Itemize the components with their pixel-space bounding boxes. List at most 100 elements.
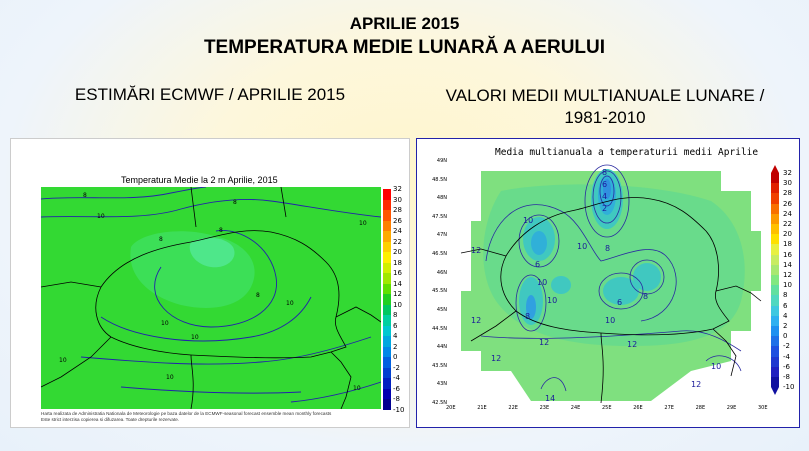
left-heading: ESTIMĂRI ECMWF / APRILIE 2015 [74, 85, 346, 104]
contour-label: 4 [602, 192, 607, 201]
legend-label: 24 [783, 209, 792, 218]
legend-swatch [383, 252, 391, 263]
ecmwf-borders [41, 187, 381, 409]
legend-label: 18 [783, 240, 792, 249]
contour-label: 6 [535, 260, 540, 269]
longitude-tick-label: 27E [664, 405, 674, 411]
legend-label: 14 [783, 260, 792, 269]
legend-swatch [771, 213, 779, 224]
latitude-tick-label: 44N [436, 344, 447, 351]
legend-swatch [383, 357, 391, 368]
legend-swatch [383, 336, 391, 347]
legend-label: 0 [783, 332, 788, 341]
ecmwf-footnote-line2: Este strict interzisa copierea si difuza… [41, 417, 180, 422]
contour-label: 8 [256, 292, 260, 299]
contour-label: 10 [191, 334, 199, 341]
legend-swatch [771, 377, 779, 388]
legend-label: -2 [783, 342, 790, 351]
legend-label: 0 [393, 353, 398, 361]
contour-label: 14 [545, 394, 555, 403]
legend-label: -6 [393, 384, 400, 393]
contour-label: 10 [166, 374, 174, 381]
legend-label: -6 [783, 362, 790, 371]
legend-swatch [383, 210, 391, 221]
legend-swatch [771, 244, 779, 255]
longitude-tick-label: 28E [695, 405, 706, 411]
contour-label: 10 [97, 213, 105, 220]
ecmwf-map-panel: Temperatura Medie la 2 m Aprilie, 2015 8 [10, 138, 410, 428]
longitude-tick-label: 24E [570, 405, 581, 411]
legend-label: 2 [393, 342, 398, 351]
latitude-tick-label: 48.5N [432, 176, 447, 183]
page-subtitle: TEMPERATURA MEDIE LUNARĂ A AERULUI [203, 37, 606, 58]
latitude-tick-label: 46N [436, 269, 447, 276]
legend-swatch [771, 326, 779, 337]
legend-swatch [771, 346, 779, 357]
contour-label: 10 [359, 220, 367, 227]
latitude-tick-label: 45.5N [432, 288, 447, 295]
latitude-axis: 49N 48.5N 48N 47.5N 47N 46.5N 46N 45.5N 45N 44.5N… [421, 158, 449, 406]
contour-label: 10 [577, 242, 587, 251]
climatology-map-panel: Media multianuala a temperaturii medii A… [416, 138, 800, 428]
legend-label: 6 [783, 301, 788, 310]
contour-label: 10 [605, 316, 615, 325]
contour-label: 10 [353, 385, 361, 392]
legend-swatch [383, 346, 391, 357]
legend-label: 28 [783, 189, 792, 198]
legend-swatch [771, 203, 779, 214]
latitude-tick-label: 44.5N [432, 325, 447, 332]
legend-swatch [383, 388, 391, 399]
contour-label: 8 [525, 312, 530, 321]
legend-swatch [383, 199, 391, 210]
longitude-tick-label: 30E [758, 405, 768, 411]
legend-label: -2 [393, 363, 400, 372]
longitude-tick-label: 25E [602, 405, 612, 411]
legend-label: 10 [783, 281, 792, 290]
legend-label: 4 [783, 311, 788, 320]
contour-label: 8 [83, 192, 87, 199]
legend-swatch [383, 367, 391, 378]
legend-swatch [771, 285, 779, 296]
contour-label: 8 [605, 244, 610, 253]
longitude-tick-label: 20E [446, 405, 456, 411]
legend-swatch [771, 295, 779, 306]
legend-label: 24 [393, 227, 402, 235]
legend-swatch [383, 241, 391, 252]
legend-swatch [771, 336, 779, 347]
latitude-tick-label: 49N [436, 158, 447, 164]
contour-label: 12 [691, 380, 701, 389]
legend-swatch [771, 254, 779, 265]
legend-swatch [771, 173, 779, 184]
legend-swatch [383, 399, 391, 410]
legend-swatch [383, 294, 391, 305]
page-title: APRILIE 2015 [349, 14, 460, 33]
legend-swatch [383, 378, 391, 389]
latitude-tick-label: 43N [436, 381, 447, 388]
contour-label: 12 [471, 246, 481, 255]
legend-swatch [383, 283, 391, 294]
legend-label: 22 [393, 237, 402, 246]
right-heading: VALORI MEDII MULTIANUALE LUNARE / 1981-2… [410, 85, 800, 129]
longitude-tick-label: 29E [726, 405, 737, 411]
contour-label: 10 [59, 357, 67, 364]
legend-label: -4 [393, 374, 400, 382]
legend-swatch [383, 220, 391, 231]
legend-label: 30 [393, 195, 402, 204]
legend-label: 18 [393, 258, 402, 267]
contour-label: 6 [602, 180, 607, 189]
longitude-tick-label: 22E [508, 405, 518, 411]
legend-label: 20 [783, 230, 792, 239]
latitude-tick-label: 46.5N [432, 251, 447, 258]
right-heading-line1: VALORI MEDII MULTIANUALE LUNARE / [445, 86, 765, 105]
ecmwf-footnote: Harta realizata de Administratia Nationa… [41, 411, 401, 423]
legend-swatch [771, 356, 779, 367]
legend-label: 26 [783, 199, 792, 208]
legend-label: 16 [393, 269, 402, 277]
legend-swatch [771, 183, 779, 194]
legend-label: 22 [783, 220, 792, 228]
legend-label: -8 [783, 373, 790, 381]
legend-label: 8 [783, 291, 788, 300]
contour-label: 10 [547, 296, 557, 305]
ecmwf-footnote-line1: Harta realizata de Administratia Nationa… [41, 411, 332, 416]
legend-swatch [771, 305, 779, 316]
